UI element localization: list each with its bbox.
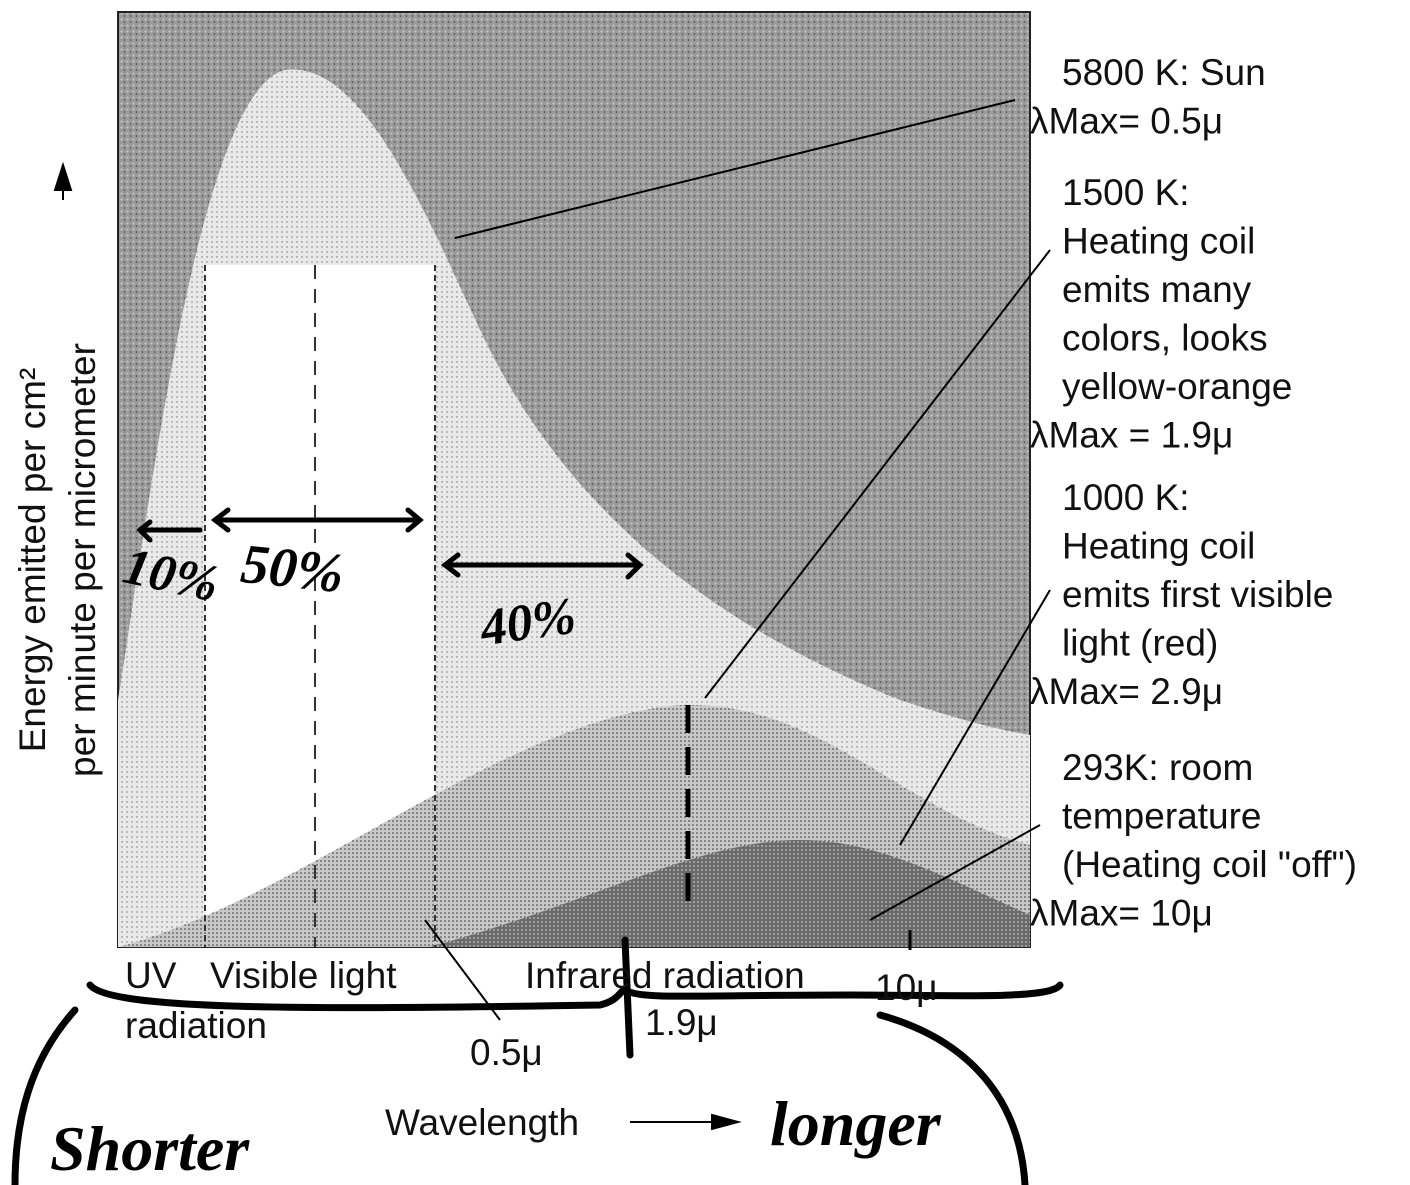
y-label-line: per minute per micrometer [62, 343, 103, 777]
curve-label-line: Heating coil [1062, 526, 1255, 567]
curve-label-line: yellow-orange [1062, 366, 1292, 407]
plot [117, 11, 1031, 950]
curve-label-line: Heating coil [1062, 221, 1255, 262]
uv-label: radiation [125, 1005, 267, 1046]
leader [454, 99, 1016, 239]
curve-label-line: colors, looks [1062, 318, 1268, 359]
leader-lines [53, 99, 1051, 1131]
x-arrow-head [711, 1113, 742, 1131]
curve-label-line: temperature [1062, 796, 1262, 837]
bottom-labels: UV radiation Visible light Infrared radi… [50, 533, 942, 1184]
curve-label-line: emits many [1062, 269, 1252, 310]
leader [869, 824, 1041, 921]
lambda-max: λMax= 10μ [1030, 893, 1213, 934]
leader [704, 249, 1051, 699]
curve-1000k [430, 840, 1030, 947]
lambda-max: λMax= 0.5μ [1030, 101, 1223, 142]
longer: longer [770, 1088, 942, 1159]
curve-label-line: emits first visible [1062, 574, 1333, 615]
curve-label-line: 293K: room [1062, 747, 1253, 788]
visible-label: Visible light [210, 955, 397, 996]
wavelength-mark: 1.9μ [645, 1002, 718, 1043]
curve-label-line: (Heating coil "off") [1062, 844, 1357, 885]
uv-label: UV [125, 955, 177, 996]
curve-label-line: 5800 K: Sun [1062, 52, 1266, 93]
curve-label-line: 1000 K: [1062, 477, 1190, 518]
lambda-max: λMax= 2.9μ [1030, 671, 1223, 712]
wavelength-mark: 0.5μ [470, 1032, 543, 1073]
axis-arrow-head [53, 161, 73, 191]
curve-labels: 5800 K: Sun λMax= 0.5μ 1500 K: Heating coil… [1030, 52, 1357, 934]
x-axis-label: Wavelength [385, 1102, 579, 1143]
shorter: Shorter [50, 1113, 250, 1184]
infrared-label: Infrared radiation [525, 955, 805, 996]
share-ir: 40% [476, 588, 579, 658]
share-visible: 50% [238, 533, 347, 605]
leader [899, 589, 1051, 846]
wavelength-mark: 10μ [875, 967, 937, 1008]
y-axis-label: Energy emitted per cm² per minute per mi… [12, 343, 103, 777]
lambda-max: λMax = 1.9μ [1030, 415, 1233, 456]
handwritten-marks [11, 507, 1064, 1185]
curve-label-line: light (red) [1062, 623, 1218, 664]
y-label-line: Energy emitted per cm² [12, 368, 53, 753]
curve-label-line: 1500 K: [1062, 172, 1190, 213]
